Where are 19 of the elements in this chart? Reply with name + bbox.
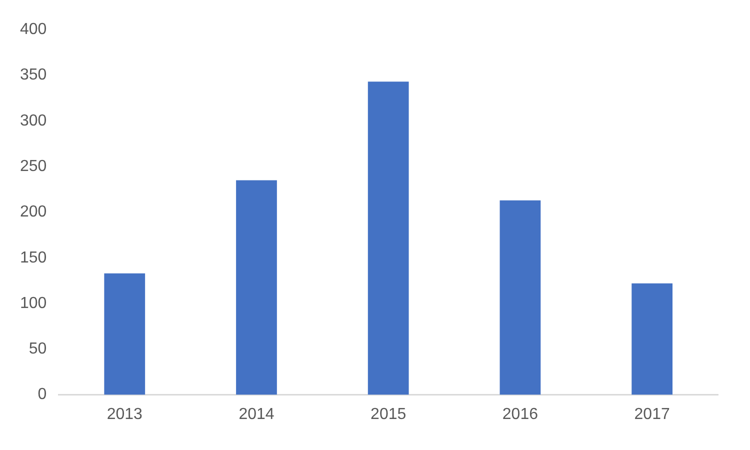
y-tick-label: 300: [20, 112, 47, 130]
x-tick-label: 2013: [106, 406, 143, 423]
bar: [236, 180, 277, 395]
x-tick-label: 2015: [370, 406, 406, 423]
y-tick-label: 50: [28, 340, 47, 358]
y-tick-label: 200: [20, 204, 47, 221]
y-tick-label: 100: [20, 294, 47, 312]
y-tick-label: 150: [20, 249, 47, 266]
y-tick-label: 400: [20, 21, 47, 38]
x-tick-label: 2017: [634, 406, 670, 423]
y-tick-label: 350: [20, 66, 47, 84]
y-tick-label: 250: [20, 158, 47, 175]
bar: [104, 273, 146, 395]
x-tick-label: 2014: [238, 406, 274, 423]
bar: [368, 82, 409, 395]
y-tick-label: 0: [38, 386, 47, 404]
bar: [632, 283, 673, 395]
bar: [500, 200, 541, 395]
x-tick-label: 2016: [502, 406, 538, 423]
